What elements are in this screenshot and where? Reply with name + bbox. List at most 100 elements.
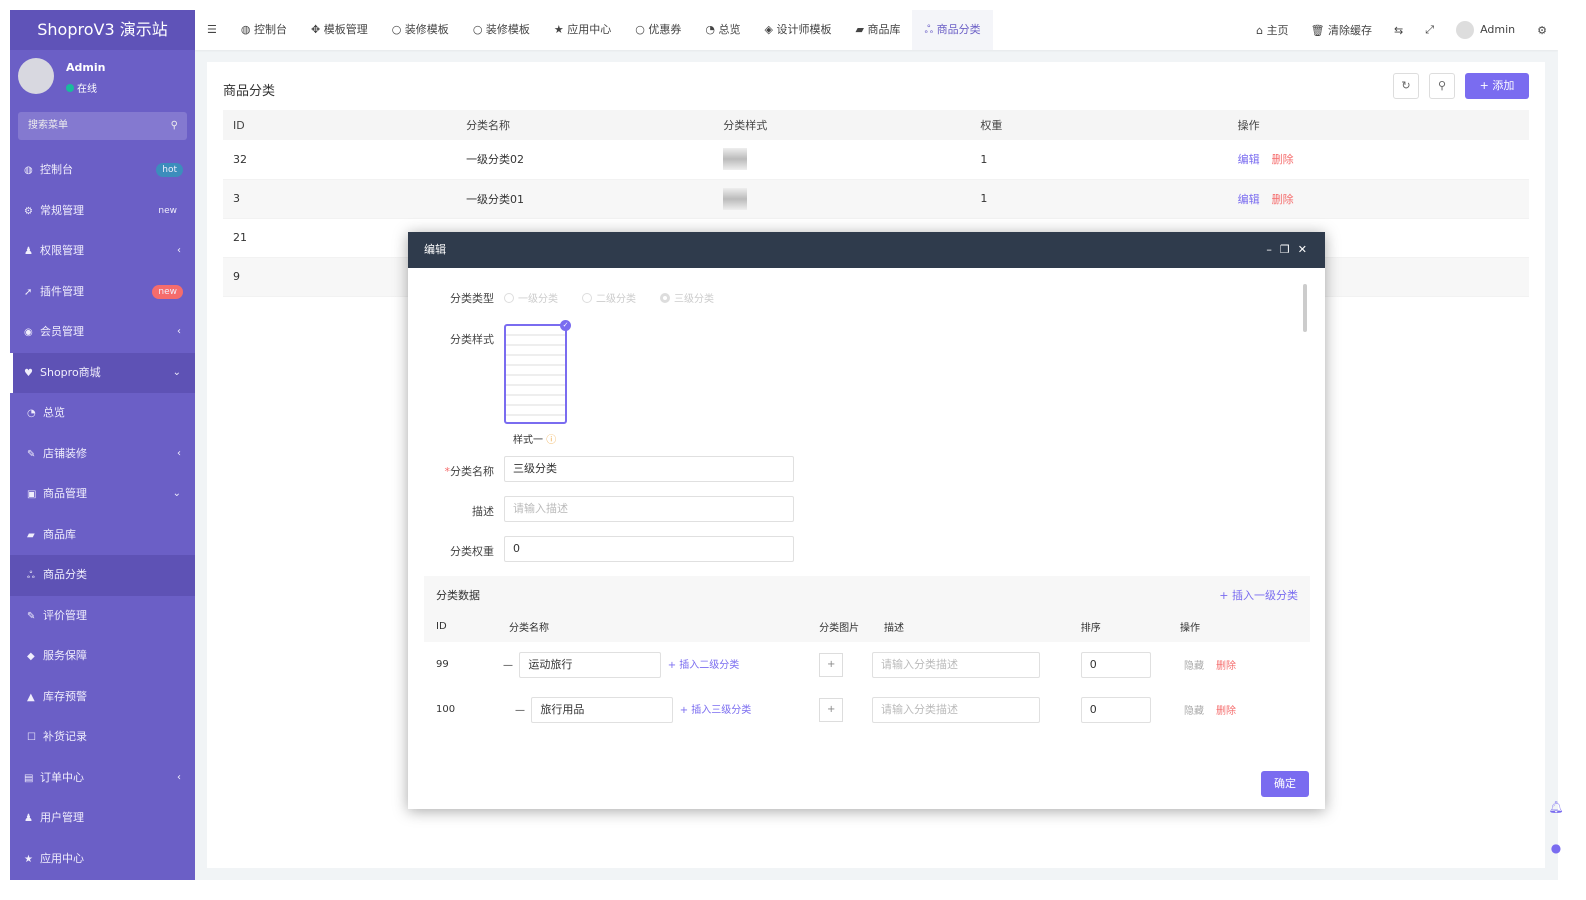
tab-icon: ▰ [855, 23, 864, 36]
sitemap-icon: ஃ [27, 570, 35, 581]
logo[interactable]: ShoproV3 演示站 [10, 10, 195, 50]
delete-link[interactable]: 删除 [1216, 661, 1237, 672]
sidebar-item[interactable]: ◉ 会员管理 ‹ [10, 312, 195, 353]
confirm-button[interactable]: 确定 [1261, 771, 1309, 797]
column-header: 分类样式 [713, 110, 971, 140]
style-thumbnail[interactable] [723, 148, 748, 171]
type-radio[interactable]: 一级分类 [504, 290, 558, 305]
menu-toggle-icon[interactable]: ☰ [207, 23, 217, 36]
badge: new [152, 284, 183, 299]
chat-icon[interactable]: ● [1550, 841, 1562, 855]
delete-link[interactable]: 删除 [1216, 706, 1237, 717]
maximize-icon[interactable]: ❐ [1279, 243, 1298, 256]
edit-link[interactable]: 编辑 [1237, 192, 1260, 206]
sidebar-item[interactable]: ◔ 总览 [10, 393, 195, 434]
nav-tab[interactable]: ◍ 控制台 [229, 10, 299, 50]
sidebar-item-label: 评价管理 [43, 608, 87, 622]
hide-link[interactable]: 隐藏 [1184, 661, 1205, 672]
online-dot-icon [66, 84, 74, 92]
nav-tab[interactable]: ★ 应用中心 [542, 10, 623, 50]
edit-link[interactable]: 编辑 [1237, 153, 1260, 167]
sidebar-item[interactable]: ♟ 用户管理 [10, 798, 195, 839]
search-icon[interactable]: ⚲ [170, 120, 178, 131]
chevron-icon: ⌄ [172, 488, 181, 499]
nav-tab[interactable]: ◔ 总览 [693, 10, 752, 50]
sidebar-item-label: 服务保障 [43, 649, 87, 662]
name-input[interactable]: 旅行用品 [531, 696, 674, 723]
nav-tab[interactable]: ○ 优惠券 [623, 10, 693, 50]
delete-link[interactable]: 删除 [1271, 192, 1294, 206]
column-header: 操作 [1227, 110, 1529, 140]
tab-label: 应用中心 [567, 23, 612, 36]
sidebar-item[interactable]: ⚙ 常规管理 new [10, 191, 195, 232]
nav-tab[interactable]: ○ 装修模板 [380, 10, 461, 50]
nav-tab[interactable]: ◈ 设计师模板 [753, 10, 844, 50]
name-input[interactable]: 运动旅行 [519, 651, 662, 678]
home-link[interactable]: ⌂ 主页 [1256, 24, 1289, 37]
sidebar-item[interactable]: ▲ 库存预警 [10, 677, 195, 718]
menu-search-input[interactable]: 搜索菜单 ⚲ [18, 112, 187, 140]
delete-link[interactable]: 删除 [1271, 153, 1294, 167]
style-thumbnail[interactable] [723, 187, 748, 210]
type-radio[interactable]: 二级分类 [582, 290, 636, 305]
nav-tab[interactable]: ✥ 模板管理 [299, 10, 380, 50]
square-icon: ☐ [27, 732, 36, 743]
style-name: 样式一 ⓘ [513, 435, 557, 446]
weight-input[interactable]: 0 [504, 536, 794, 562]
insert-sub-link[interactable]: + 插入二级分类 [667, 659, 740, 671]
desc-input[interactable]: 请输入分类描述 [872, 651, 1041, 678]
scrollbar[interactable] [1303, 284, 1307, 332]
sort-input[interactable]: 0 [1080, 696, 1151, 723]
tab-icon: ◍ [240, 23, 251, 36]
add-image-button[interactable]: + [819, 652, 844, 677]
minimize-icon[interactable]: – [1266, 243, 1280, 256]
sidebar-item[interactable]: ▣ 商品管理 ⌄ [10, 474, 195, 515]
sidebar-item[interactable]: ✎ 店铺装修 ‹ [10, 434, 195, 475]
close-icon[interactable]: ✕ [1297, 243, 1315, 256]
collapse-icon[interactable]: — [502, 659, 513, 671]
hide-link[interactable]: 隐藏 [1184, 706, 1205, 717]
add-image-button[interactable]: + [819, 697, 844, 722]
type-label: 分类类型 [450, 292, 494, 305]
bell-icon[interactable]: 🔔︎ [1548, 800, 1564, 814]
nav-tab[interactable]: ஃ 商品分类 [912, 10, 993, 50]
name-input[interactable]: 三级分类 [504, 456, 794, 482]
sidebar-item-label: 商品管理 [43, 487, 87, 500]
chevron-icon: ‹ [177, 447, 181, 459]
sidebar-item[interactable]: ★ 应用中心 [10, 839, 195, 880]
brush-icon: ✎ [27, 448, 36, 460]
sidebar-item[interactable]: ♥ Shopro商城 ⌄ [10, 352, 195, 393]
info-icon: ⓘ [546, 435, 557, 446]
sidebar-item[interactable]: ▤ 订单中心 ‹ [10, 758, 195, 799]
type-radio[interactable]: 三级分类 [660, 290, 714, 305]
language-icon[interactable]: ⇆ [1394, 23, 1404, 37]
sidebar-item[interactable]: ▰ 商品库 [10, 515, 195, 556]
sort-input[interactable]: 0 [1080, 651, 1151, 678]
search-button[interactable]: ⚲ [1429, 73, 1455, 99]
user-status: 在线 [66, 80, 97, 95]
desc-input[interactable]: 请输入描述 [504, 496, 794, 522]
desc-input[interactable]: 请输入分类描述 [872, 696, 1041, 723]
fullscreen-icon[interactable]: ⤢ [1425, 23, 1435, 36]
sidebar-item[interactable]: ♟ 权限管理 ‹ [10, 231, 195, 272]
topbar: ☰ ◍ 控制台 ✥ 模板管理 ○ 装修模板 ○ 装修模板 ★ 应用中心 ○ 优惠券 ◔ 总览… [195, 10, 1558, 50]
sidebar-item-label: 商品分类 [43, 568, 87, 581]
refresh-button[interactable]: ↻ [1393, 73, 1419, 99]
tab-label: 模板管理 [323, 23, 368, 36]
sidebar-item[interactable]: ◍ 控制台 hot [10, 150, 195, 191]
sidebar-item[interactable]: ஃ 商品分类 [10, 555, 195, 596]
nav-tab[interactable]: ○ 装修模板 [461, 10, 542, 50]
admin-menu[interactable]: Admin [1445, 21, 1526, 39]
sidebar-item[interactable]: ✎ 评价管理 [10, 596, 195, 637]
settings-icon[interactable]: ⚙ [1537, 23, 1547, 37]
nav-tab[interactable]: ▰ 商品库 [843, 10, 912, 50]
insert-level1-link[interactable]: + 插入一级分类 [1219, 589, 1298, 602]
sidebar-item[interactable]: ◆ 服务保障 [10, 636, 195, 677]
sidebar-item[interactable]: ☐ 补货记录 [10, 717, 195, 758]
clear-cache-button[interactable]: 🗑 清除缓存 [1310, 24, 1373, 37]
sidebar-item[interactable]: ➚ 插件管理 new [10, 272, 195, 313]
style-option-1[interactable]: ✓ [504, 320, 571, 424]
insert-sub-link[interactable]: + 插入三级分类 [679, 704, 752, 716]
collapse-icon[interactable]: — [514, 704, 525, 716]
add-button[interactable]: + 添加 [1465, 73, 1529, 99]
